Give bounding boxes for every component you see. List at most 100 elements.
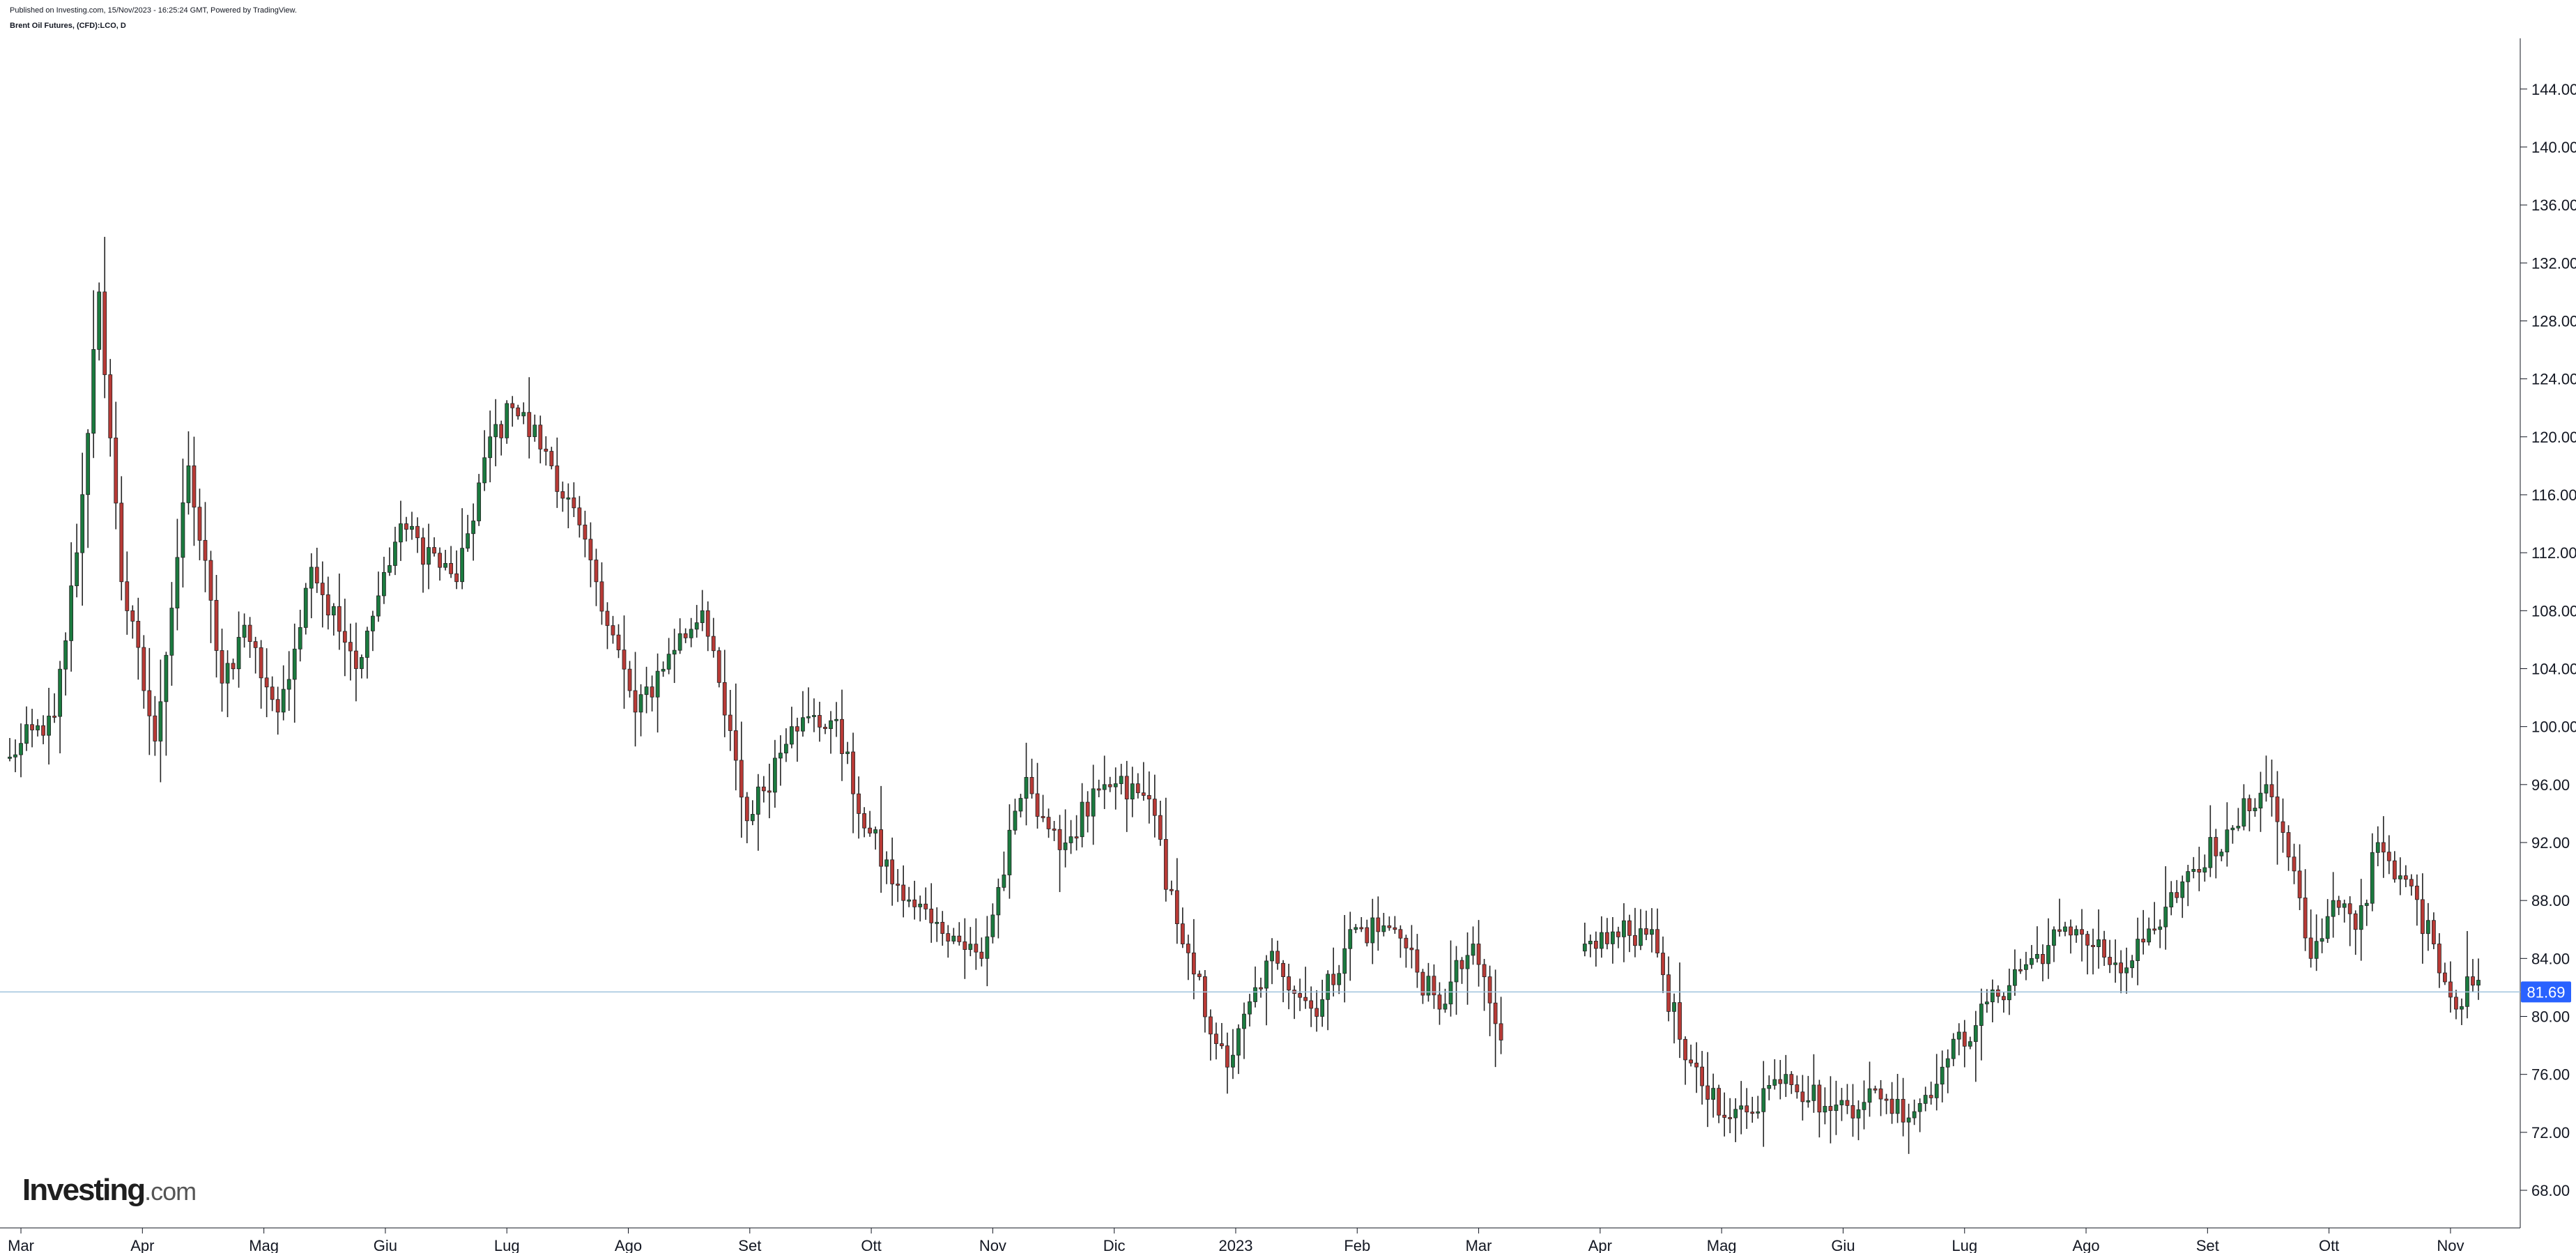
candle-body bbox=[286, 679, 291, 690]
candle-body bbox=[963, 941, 967, 950]
candle-body bbox=[1733, 1109, 1738, 1119]
candle-body bbox=[1700, 1066, 1704, 1086]
candle-body bbox=[86, 433, 91, 495]
candle-down bbox=[1728, 1098, 1733, 1134]
candle-down bbox=[1135, 773, 1140, 799]
candle-body bbox=[399, 523, 403, 543]
candle-up bbox=[1231, 1029, 1235, 1079]
candle-down bbox=[1259, 977, 1263, 998]
candle-up bbox=[169, 582, 174, 686]
candle-up bbox=[1806, 1075, 1811, 1108]
candle-up bbox=[75, 523, 79, 598]
candle-up bbox=[1611, 916, 1615, 964]
candle-down bbox=[929, 883, 934, 943]
candle-body bbox=[2202, 867, 2207, 873]
candle-up bbox=[158, 659, 163, 783]
candle-body bbox=[716, 650, 721, 683]
candle-body bbox=[2035, 954, 2039, 959]
candle-body bbox=[806, 716, 811, 718]
candle-body bbox=[30, 724, 34, 730]
candle-up bbox=[2074, 925, 2078, 943]
last-price-label: 81.69 bbox=[2527, 983, 2565, 1001]
candle-body bbox=[1029, 777, 1034, 794]
candle-body bbox=[823, 727, 827, 730]
candle-down bbox=[1376, 896, 1381, 951]
candle-body bbox=[1063, 843, 1068, 850]
candle-body bbox=[2091, 944, 2095, 947]
candle-down bbox=[275, 686, 280, 735]
candle-down bbox=[2336, 895, 2341, 916]
candle-down bbox=[2303, 869, 2308, 951]
candle-down bbox=[2102, 930, 2106, 967]
candle-body bbox=[611, 625, 615, 636]
candle-body bbox=[1174, 890, 1179, 925]
candle-body bbox=[242, 624, 247, 638]
candle-down bbox=[2292, 843, 2297, 884]
candle-body bbox=[1242, 1013, 1246, 1029]
candle-down bbox=[896, 869, 900, 902]
candle-body bbox=[1811, 1084, 1816, 1101]
candle-down bbox=[2347, 896, 2352, 946]
candle-up bbox=[236, 611, 241, 688]
plot-area[interactable] bbox=[8, 236, 2481, 1154]
candle-body bbox=[605, 610, 610, 626]
candle-body bbox=[153, 715, 158, 741]
candle-up bbox=[399, 500, 403, 561]
candle-body bbox=[890, 859, 895, 884]
candle-body bbox=[2108, 957, 2112, 965]
candle-up bbox=[80, 452, 85, 606]
candle-body bbox=[2420, 899, 2425, 935]
candle-up bbox=[1772, 1059, 1777, 1090]
candle-up bbox=[2375, 826, 2380, 867]
candle-down bbox=[1096, 779, 1101, 797]
candle-body bbox=[2141, 939, 2146, 943]
candle-body bbox=[331, 606, 336, 615]
candle-body bbox=[1281, 962, 1285, 977]
candle-body bbox=[1979, 1004, 1984, 1026]
candle-body bbox=[2074, 929, 2078, 936]
candle-down bbox=[1432, 964, 1436, 1009]
y-tick-label: 108.00 bbox=[2531, 602, 2576, 620]
candle-body bbox=[1850, 1105, 1855, 1119]
y-tick-label: 80.00 bbox=[2531, 1008, 2570, 1026]
candle-down bbox=[1163, 797, 1168, 902]
candle-body bbox=[700, 610, 705, 623]
candle-down bbox=[599, 562, 604, 625]
candle-up bbox=[393, 526, 397, 576]
candle-down bbox=[247, 617, 252, 659]
candle-down bbox=[1745, 1088, 1749, 1129]
candle-up bbox=[1426, 962, 1431, 1002]
candle-body bbox=[851, 751, 855, 794]
candle-down bbox=[1220, 1022, 1224, 1050]
candle-body bbox=[722, 682, 727, 716]
candle-down bbox=[1459, 957, 1464, 984]
published-note: Published on Investing.com, 15/Nov/2023 … bbox=[10, 6, 297, 15]
candle-down bbox=[1666, 956, 1671, 1022]
candle-body bbox=[868, 827, 872, 833]
candle-down bbox=[1057, 815, 1062, 893]
candle-body bbox=[1085, 801, 1090, 817]
candle-body bbox=[1080, 801, 1084, 838]
candle-down bbox=[611, 615, 615, 644]
candle-body bbox=[923, 903, 928, 909]
candle-up bbox=[935, 907, 940, 942]
candle-body bbox=[862, 813, 866, 829]
candle-up bbox=[1968, 1036, 1972, 1050]
candle-down bbox=[588, 522, 593, 587]
candle-body bbox=[2152, 928, 2157, 931]
candle-up bbox=[2130, 955, 2135, 978]
candle-down bbox=[2448, 961, 2453, 1013]
candle-body bbox=[208, 560, 213, 601]
candle-body bbox=[2320, 938, 2324, 942]
candle-up bbox=[700, 590, 705, 631]
candle-body bbox=[812, 715, 816, 717]
candle-body bbox=[1158, 815, 1163, 840]
candle-down bbox=[1683, 1036, 1687, 1085]
candle-body bbox=[521, 412, 526, 417]
candle-body bbox=[477, 482, 482, 521]
candle-up bbox=[1454, 946, 1459, 1015]
candle-body bbox=[1956, 1031, 1961, 1040]
candle-body bbox=[1633, 935, 1637, 946]
candle-body bbox=[298, 627, 302, 649]
